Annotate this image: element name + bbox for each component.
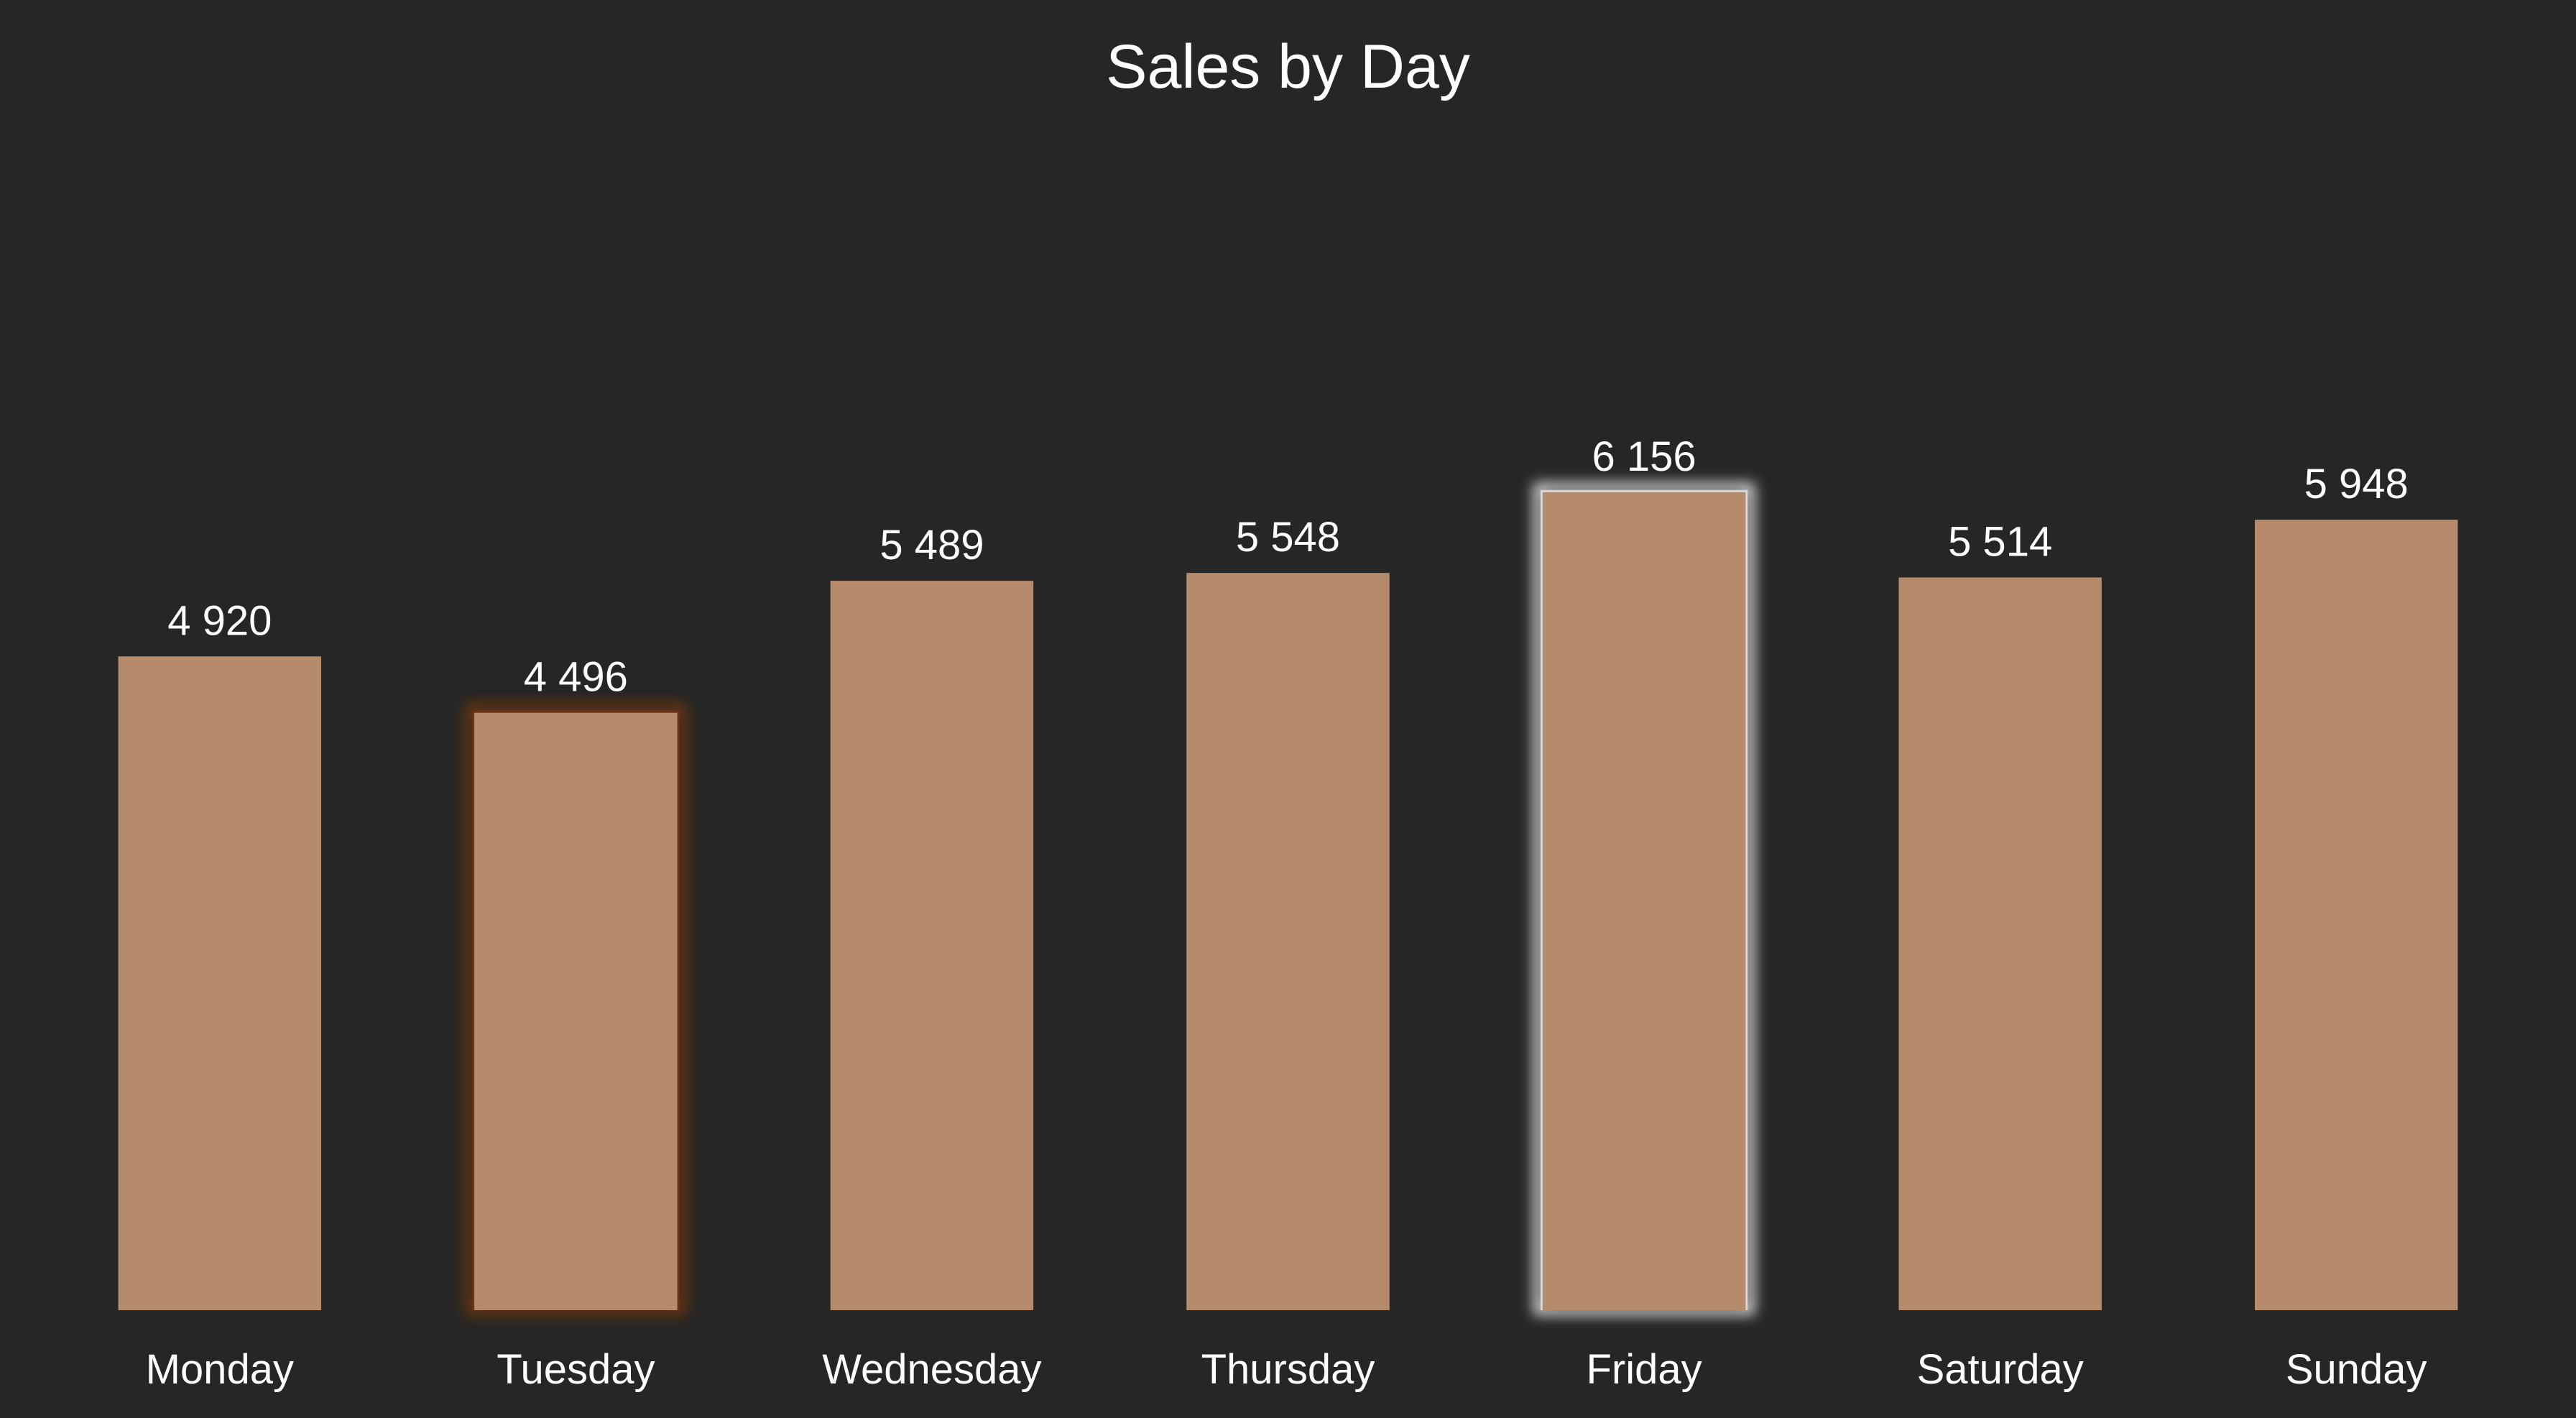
data-label-friday: 6 156 <box>1592 433 1696 480</box>
bars-layer <box>118 482 2458 1315</box>
bar-saturday <box>1898 577 2102 1310</box>
x-tick-label-wednesday: Wednesday <box>822 1346 1041 1393</box>
data-label-thursday: 5 548 <box>1236 514 1340 561</box>
x-tick-label-monday: Monday <box>146 1346 294 1393</box>
data-label-tuesday: 4 496 <box>524 654 628 701</box>
x-tick-label-thursday: Thursday <box>1201 1346 1375 1393</box>
x-tick-label-friday: Friday <box>1586 1346 1702 1393</box>
data-label-wednesday: 5 489 <box>880 522 984 568</box>
data-label-saturday: 5 514 <box>1948 518 2052 565</box>
bar-wednesday <box>830 581 1034 1310</box>
bar-friday <box>1542 492 1746 1310</box>
bar-sunday <box>2254 520 2458 1310</box>
labels-layer: 4 920 Monday 4 496 Tuesday 5 489 Wednesday 5 5… <box>146 433 2427 1393</box>
bar-thursday <box>1186 573 1390 1310</box>
x-tick-label-sunday: Sunday <box>2286 1346 2427 1393</box>
x-tick-label-tuesday: Tuesday <box>497 1346 655 1393</box>
x-tick-label-saturday: Saturday <box>1917 1346 2084 1393</box>
bar-tuesday <box>474 712 678 1310</box>
data-label-monday: 4 920 <box>167 597 272 644</box>
data-label-sunday: 5 948 <box>2304 461 2409 507</box>
bar-monday <box>118 656 322 1310</box>
chart-title: Sales by Day <box>1106 32 1470 101</box>
